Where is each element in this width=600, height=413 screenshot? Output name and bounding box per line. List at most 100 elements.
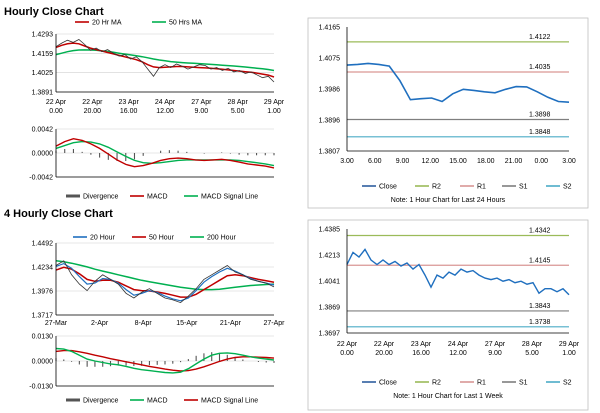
four-hourly-right-y-tick: 1.3697 bbox=[319, 331, 341, 338]
hourly-right-x-tick: 15.00 bbox=[449, 158, 467, 165]
four-hourly-right-x-tick: 9.00 bbox=[488, 350, 502, 357]
hourly-right-y-tick: 1.4165 bbox=[319, 25, 341, 32]
four-hourly-price-x-tick: 21-Apr bbox=[220, 320, 242, 327]
hourly-price-x-tick: 24 Apr bbox=[155, 99, 176, 106]
hourly-right-note: Note: 1 Hour Chart for Last 24 Hours bbox=[391, 197, 506, 204]
four-hourly-50-hour-line bbox=[55, 266, 275, 298]
legend-hourly-divergence-label: Divergence bbox=[83, 194, 119, 201]
hourly-right-r1-label: 1.4035 bbox=[529, 64, 551, 71]
hourly-macd-line bbox=[55, 137, 275, 169]
hourly-price-y-tick: 1.4293 bbox=[32, 32, 54, 39]
legend-hourly-macd-signal-label: MACD Signal Line bbox=[201, 194, 258, 201]
four-hourly-right-x-tick: 27 Apr bbox=[485, 341, 506, 348]
hourly-right-x-tick: 9.00 bbox=[396, 158, 410, 165]
hourly-right-close-line bbox=[346, 62, 570, 103]
hourly-price-x-tick: 16.00 bbox=[120, 108, 138, 115]
hourly-price-x-tick: 1.00 bbox=[267, 108, 281, 115]
hourly-right-x-tick: 18.00 bbox=[477, 158, 495, 165]
legend-200-hour-label: 200 Hour bbox=[207, 235, 236, 242]
hourly-macd-y-tick: 0.0042 bbox=[32, 127, 54, 134]
legend-20-hour-label: 20 Hour bbox=[90, 235, 116, 242]
hourly-right-x-tick: 6.00 bbox=[368, 158, 382, 165]
legend-four-hourly-right-r2-label: R2 bbox=[432, 380, 441, 387]
four-hourly-macd-line bbox=[55, 347, 275, 374]
hourly-price-x-tick: 12.00 bbox=[156, 108, 174, 115]
hourly-right-x-tick: 0.00 bbox=[534, 158, 548, 165]
legend-four-hourly-right-r1-label: R1 bbox=[477, 380, 486, 387]
four-hourly-right-r2-label: 1.4342 bbox=[529, 228, 551, 235]
four-hourly-right-x-tick: 12.00 bbox=[449, 350, 467, 357]
hourly-price-y-tick: 1.4159 bbox=[32, 51, 54, 58]
four-hourly-price-x-tick: 2-Apr bbox=[91, 320, 109, 327]
hourly-price-x-tick: 5.00 bbox=[231, 108, 245, 115]
hourly-right-x-tick: 12.00 bbox=[421, 158, 439, 165]
legend-four-hourly-right-s2-label: S2 bbox=[563, 380, 572, 387]
four-hourly-price-y-tick: 1.4234 bbox=[32, 265, 54, 272]
hourly-price-x-tick: 28 Apr bbox=[228, 99, 249, 106]
hourly-right-y-tick: 1.3807 bbox=[319, 149, 341, 156]
legend-hourly-right-s1-label: S1 bbox=[519, 184, 528, 191]
hourly-price-x-tick: 23 Apr bbox=[119, 99, 140, 106]
legend-hourly-macd-label: MACD bbox=[147, 194, 168, 201]
hourly-price-x-tick: 20.00 bbox=[84, 108, 102, 115]
hourly-price-x-tick: 22 Apr bbox=[46, 99, 67, 106]
four-hourly-200-hour-line bbox=[55, 260, 275, 291]
four-hourly-right-x-tick: 23 Apr bbox=[411, 341, 432, 348]
hourly-price-y-tick: 1.4025 bbox=[32, 70, 54, 77]
four-hourly-right-x-tick: 29 Apr bbox=[559, 341, 580, 348]
four-hourly-right-s1-label: 1.3843 bbox=[529, 303, 551, 310]
four-hourly-price-y-tick: 1.3976 bbox=[32, 289, 54, 296]
legend-hourly-right-close-label: Close bbox=[379, 184, 397, 191]
hourly-close-line bbox=[55, 39, 275, 83]
legend-50hrs-ma-label: 50 Hrs MA bbox=[169, 20, 202, 27]
legend-50-hour-label: 50 Hour bbox=[149, 235, 175, 242]
legend-hourly-right-r2-label: R2 bbox=[432, 184, 441, 191]
hourly-right-x-tick: 3.00 bbox=[562, 158, 576, 165]
four-hourly-right-y-tick: 1.4213 bbox=[319, 253, 341, 260]
hourly-price-x-tick: 29 Apr bbox=[264, 99, 285, 106]
four-hourly-price-x-tick: 8-Apr bbox=[135, 320, 153, 327]
four-hourly-right-x-tick: 24 Apr bbox=[448, 341, 469, 348]
four-hourly-20-hour-line bbox=[55, 262, 275, 302]
four-hourly-right-y-tick: 1.4385 bbox=[319, 227, 341, 234]
legend-four-hourly-divergence-label: Divergence bbox=[83, 398, 119, 405]
four-hourly-right-s2-label: 1.3738 bbox=[529, 319, 551, 326]
four-hourly-chart-title: 4 Hourly Close Chart bbox=[4, 208, 113, 220]
hourly-macd-signal-line bbox=[55, 140, 275, 167]
hourly-price-y-tick: 1.3891 bbox=[32, 90, 54, 97]
legend-hourly-right-s2-label: S2 bbox=[563, 184, 572, 191]
hourly-right-s2-label: 1.3848 bbox=[529, 129, 551, 136]
hourly-right-y-tick: 1.4075 bbox=[319, 56, 341, 63]
four-hourly-right-x-tick: 1.00 bbox=[562, 350, 576, 357]
hourly-50hrs-ma-line bbox=[55, 49, 275, 72]
four-hourly-right-r1-label: 1.4145 bbox=[529, 257, 551, 264]
hourly-right-y-tick: 1.3896 bbox=[319, 118, 341, 125]
hourly-right-r2-label: 1.4122 bbox=[529, 34, 551, 41]
hourly-right-x-tick: 21.00 bbox=[505, 158, 523, 165]
four-hourly-price-y-tick: 1.3717 bbox=[32, 313, 54, 320]
four-hourly-price-x-tick: 27-Mar bbox=[45, 320, 68, 327]
hourly-macd-y-tick: -0.0042 bbox=[29, 175, 53, 182]
four-hourly-right-x-tick: 16.00 bbox=[412, 350, 430, 357]
four-hourly-close-line bbox=[55, 260, 275, 304]
four-hourly-price-x-tick: 15-Apr bbox=[176, 320, 198, 327]
four-hourly-price-y-tick: 1.4492 bbox=[32, 241, 54, 248]
four-hourly-right-y-tick: 1.4041 bbox=[319, 279, 341, 286]
four-hourly-price-x-tick: 27-Apr bbox=[263, 320, 285, 327]
four-hourly-macd-y-tick: 0.0130 bbox=[32, 334, 54, 341]
four-hourly-right-close-line bbox=[346, 248, 570, 296]
four-hourly-right-x-tick: 22 Apr bbox=[374, 341, 395, 348]
four-hourly-macd-y-tick: 0.0000 bbox=[32, 359, 54, 366]
four-hourly-right-note: Note: 1 Hour Chart for Last 1 Week bbox=[393, 393, 503, 400]
hourly-price-x-tick: 22 Apr bbox=[82, 99, 103, 106]
hourly-price-x-tick: 9.00 bbox=[195, 108, 209, 115]
hourly-price-x-tick: 27 Apr bbox=[191, 99, 212, 106]
hourly-right-panel-border bbox=[307, 17, 589, 209]
four-hourly-right-x-tick: 20.00 bbox=[375, 350, 393, 357]
legend-four-hourly-right-s1-label: S1 bbox=[519, 380, 528, 387]
hourly-chart-title: Hourly Close Chart bbox=[4, 6, 104, 18]
hourly-macd-y-tick: 0.0000 bbox=[32, 151, 54, 158]
four-hourly-macd-signal-line bbox=[55, 349, 275, 372]
legend-four-hourly-macd-signal-label: MACD Signal Line bbox=[201, 398, 258, 405]
